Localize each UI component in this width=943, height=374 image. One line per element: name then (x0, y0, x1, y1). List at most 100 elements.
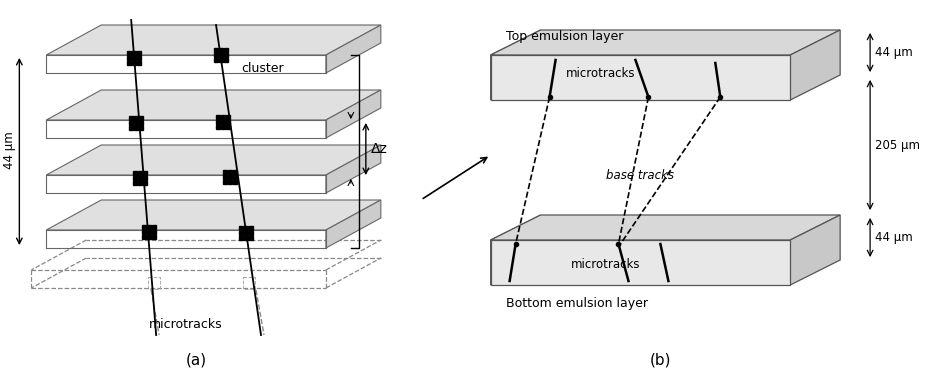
Polygon shape (490, 55, 790, 100)
Text: Bottom emulsion layer: Bottom emulsion layer (505, 297, 648, 310)
Bar (244, 236, 248, 240)
Bar (214, 58, 218, 62)
Bar (214, 48, 218, 52)
Bar (138, 61, 141, 65)
Bar (140, 126, 143, 130)
Polygon shape (46, 25, 381, 55)
Bar (139, 181, 141, 185)
Text: Top emulsion layer: Top emulsion layer (505, 30, 623, 43)
Bar (223, 180, 227, 184)
Bar (233, 170, 237, 174)
Polygon shape (790, 30, 840, 100)
Polygon shape (326, 200, 381, 248)
Bar (129, 121, 133, 125)
Bar (228, 175, 232, 179)
Bar (224, 58, 228, 62)
Bar (224, 53, 228, 57)
Bar (226, 120, 230, 124)
Polygon shape (490, 30, 540, 100)
Text: microtracks: microtracks (571, 258, 640, 272)
Bar (127, 51, 131, 55)
Polygon shape (46, 145, 381, 175)
Bar (244, 226, 248, 230)
Text: (b): (b) (650, 353, 671, 368)
Polygon shape (490, 215, 540, 285)
Text: 205 μm: 205 μm (875, 138, 920, 151)
Bar (143, 181, 147, 185)
Text: cluster: cluster (241, 61, 284, 74)
Bar (135, 116, 138, 120)
Bar (133, 176, 137, 180)
Bar (220, 48, 223, 52)
Polygon shape (326, 90, 381, 138)
Bar (228, 180, 232, 184)
Bar (249, 226, 253, 230)
Bar (222, 115, 224, 119)
Bar (135, 121, 138, 125)
Bar (220, 58, 223, 62)
Bar (223, 170, 227, 174)
Bar (240, 236, 242, 240)
Text: microtracks: microtracks (149, 318, 223, 331)
Bar (147, 235, 151, 239)
Polygon shape (326, 145, 381, 193)
Polygon shape (46, 90, 381, 120)
Bar (243, 277, 255, 289)
Bar (138, 51, 141, 55)
Bar (153, 235, 156, 239)
Text: 44 μm: 44 μm (875, 46, 913, 59)
Bar (143, 171, 147, 175)
Bar (240, 231, 242, 235)
Bar (153, 225, 156, 229)
Polygon shape (326, 25, 381, 73)
Bar (153, 230, 156, 234)
Polygon shape (46, 200, 381, 230)
Bar (214, 53, 218, 57)
Text: microtracks: microtracks (566, 67, 636, 80)
Bar (139, 176, 141, 180)
Bar (132, 61, 136, 65)
Bar (138, 56, 141, 60)
Bar (142, 230, 146, 234)
Bar (226, 115, 230, 119)
Bar (223, 175, 227, 179)
Text: Δz: Δz (371, 142, 388, 156)
Bar (135, 126, 138, 130)
Bar (139, 171, 141, 175)
Text: 44 μm: 44 μm (4, 131, 16, 169)
Bar (143, 176, 147, 180)
Bar (249, 231, 253, 235)
Bar (240, 226, 242, 230)
Text: 44 μm: 44 μm (875, 231, 913, 244)
Polygon shape (790, 215, 840, 285)
Bar (228, 170, 232, 174)
Bar (147, 225, 151, 229)
Bar (233, 180, 237, 184)
Bar (220, 53, 223, 57)
Bar (224, 48, 228, 52)
Polygon shape (490, 240, 790, 285)
Bar (127, 61, 131, 65)
Polygon shape (490, 215, 840, 240)
Bar (129, 116, 133, 120)
Text: (a): (a) (186, 353, 207, 368)
Bar (142, 235, 146, 239)
Bar (226, 125, 230, 129)
Bar (140, 121, 143, 125)
Bar (148, 277, 160, 289)
Bar (132, 51, 136, 55)
Bar (133, 181, 137, 185)
Bar (222, 120, 224, 124)
Bar (249, 236, 253, 240)
Bar (140, 116, 143, 120)
Bar (222, 125, 224, 129)
Bar (129, 126, 133, 130)
Bar (142, 225, 146, 229)
Polygon shape (490, 30, 840, 55)
Bar (147, 230, 151, 234)
Bar (216, 120, 220, 124)
Bar (133, 171, 137, 175)
Bar (216, 115, 220, 119)
Bar (216, 125, 220, 129)
Bar (233, 175, 237, 179)
